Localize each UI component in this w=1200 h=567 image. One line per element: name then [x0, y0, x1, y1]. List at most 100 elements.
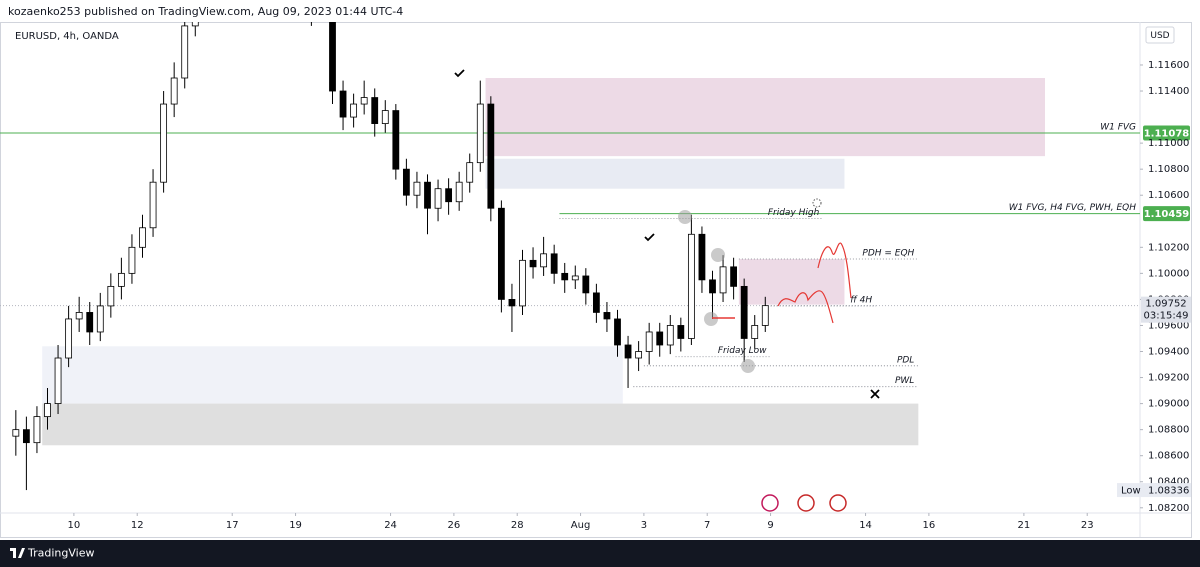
published-line: kozaenko253 published on TradingView.com…: [8, 5, 403, 18]
candle-body: [329, 22, 336, 92]
candle-body: [540, 253, 548, 268]
level-label: Friday High: [768, 208, 820, 218]
zone: [485, 78, 1045, 157]
y-tick-label: 1.08400: [1148, 477, 1189, 488]
x-tick-label: 12: [131, 520, 144, 531]
candle-body: [65, 318, 73, 359]
candle-body: [392, 110, 400, 170]
x-tick-label: 17: [226, 520, 239, 531]
candle-body: [350, 103, 358, 118]
candle-body: [22, 429, 30, 444]
y-tick-label: 1.11600: [1148, 60, 1189, 71]
marker-circle: [741, 359, 755, 373]
candle-body: [445, 188, 453, 203]
y-tick-label: 1.11000: [1148, 138, 1189, 149]
level-label: Friday Low: [718, 346, 767, 356]
candle-body: [666, 325, 674, 346]
candle-body: [149, 181, 157, 229]
currency-button[interactable]: [1145, 26, 1175, 44]
candle-body: [508, 299, 516, 307]
last-price-badge: [1141, 296, 1191, 323]
candle-body: [160, 103, 168, 183]
level-label: PDH = EQH: [862, 249, 914, 259]
low-badge: [1117, 483, 1191, 498]
level-label: ff 4H: [850, 295, 872, 305]
candle-body: [719, 266, 727, 294]
candle-body: [434, 188, 442, 209]
zone: [42, 403, 919, 446]
event-icon[interactable]: [829, 494, 847, 512]
candle-body: [677, 325, 685, 339]
level-badge: [1143, 125, 1190, 141]
y-tick-label: 1.09600: [1148, 320, 1189, 331]
level-badge-label: 1.10459: [1144, 209, 1190, 220]
event-icon[interactable]: [761, 494, 779, 512]
y-tick-label: 1.11400: [1148, 86, 1189, 97]
candle-body: [128, 246, 136, 274]
candle-body: [487, 103, 495, 209]
x-tick-label: 24: [384, 520, 397, 531]
candle-body: [44, 403, 51, 418]
zone: [738, 259, 845, 305]
x-tick-label: 21: [1018, 520, 1031, 531]
candle-body: [614, 318, 621, 346]
footer-bar: [0, 540, 1200, 567]
candle-body: [698, 233, 706, 281]
x-mark: [870, 389, 880, 399]
x-tick-label: 19: [289, 520, 302, 531]
y-tick-label: 1.09000: [1148, 399, 1189, 410]
level-label: PWL: [895, 376, 914, 386]
candle-body: [519, 259, 526, 307]
check-mark: [644, 233, 655, 242]
y-tick-label: 1.08600: [1148, 451, 1189, 462]
level-label: PDL: [897, 355, 914, 365]
brand-logo: [10, 548, 25, 558]
candle-body: [117, 272, 125, 287]
x-tick-label: 28: [511, 520, 524, 531]
candle-body: [740, 285, 748, 339]
candles: [12, 22, 769, 491]
candle-body: [550, 253, 558, 274]
candle-body: [645, 331, 653, 352]
zones: [42, 78, 1045, 446]
x-tick-label: 14: [859, 520, 872, 531]
y-tick-label: 1.10000: [1148, 268, 1189, 279]
last-price-label: 1.09752: [1145, 299, 1186, 310]
candle-body: [635, 351, 643, 359]
currency-label: USD: [1150, 31, 1169, 41]
candle-body: [381, 110, 389, 124]
x-tick-label: 3: [641, 520, 647, 531]
y-tick-label: 1.10800: [1148, 164, 1189, 175]
levels: W1 FVG W1 FVG, H4 FVG, PWH, EQH Friday Hig…: [0, 122, 1140, 388]
y-tick-label: 1.10600: [1148, 190, 1189, 201]
check-mark: [454, 69, 465, 78]
candle-body: [592, 292, 600, 313]
candle-body: [96, 305, 104, 333]
level-badge-label: 1.11078: [1144, 128, 1190, 139]
candle-body: [33, 416, 41, 444]
cursor-icon: [812, 198, 822, 208]
candle-body: [571, 275, 579, 281]
y-tick-label: 1.08200: [1148, 503, 1189, 514]
candle-body: [455, 181, 463, 203]
candle-body: [86, 312, 94, 333]
candle-body: [339, 90, 347, 118]
candle-body: [466, 162, 474, 183]
candle-body: [603, 312, 611, 320]
candle-body: [371, 97, 379, 124]
event-icon[interactable]: [797, 494, 815, 512]
y-tick-label: 1.09400: [1148, 347, 1189, 358]
candle-body: [687, 233, 695, 339]
annotations: [454, 69, 880, 512]
x-tick-label: 7: [704, 520, 710, 531]
zone: [42, 346, 623, 404]
candle-body: [402, 168, 410, 196]
candle-body: [170, 77, 178, 105]
y-tick-label: 1.08800: [1148, 425, 1189, 436]
low-text: Low: [1121, 486, 1141, 497]
candle-body: [181, 25, 189, 79]
projection-path: [817, 242, 852, 299]
candle-body: [709, 279, 716, 294]
marker-circle: [678, 210, 692, 224]
